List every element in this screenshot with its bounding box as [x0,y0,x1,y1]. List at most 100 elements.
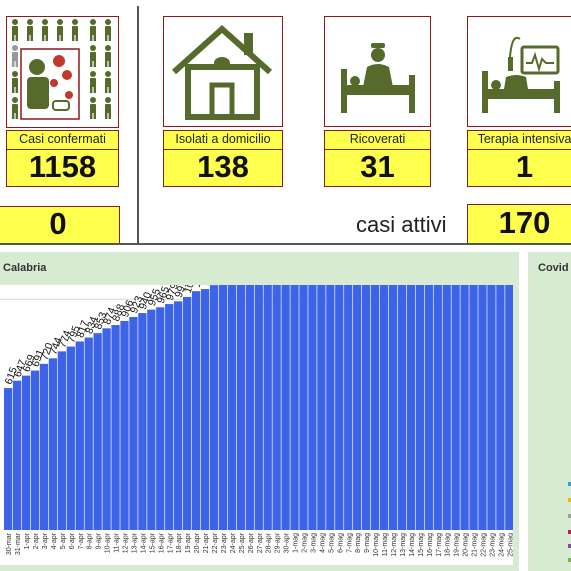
bar-8-mag [353,270,362,530]
tick-label-21-apr: 21-apr [203,532,210,553]
bar-29-apr [272,274,281,530]
tick-label-9-apr: 9-apr [96,532,103,549]
isolati-image [163,16,283,127]
tick-label-1-apr: 1-apr [24,532,31,549]
tick-label-7-mag: 7-mag [346,533,353,553]
bar-4-apr [48,358,58,530]
bar-17-apr [165,304,174,530]
value-label-1-apr: 669 [21,353,38,374]
tick-label-7-apr: 7-apr [78,532,85,549]
tick-label-14-mag: 14-mag [409,533,416,557]
bar-13-mag [397,267,407,530]
hospital-bed-icon [341,43,415,113]
bar-3-mag [308,272,317,530]
chart-plot-area: 615 30-mar 647 31-mar 669 1-apr 691 2-apr 720 3-a… [0,235,532,565]
tick-label-3-mag: 3-mag [310,533,317,553]
bar-21-apr [200,289,210,530]
intensive-care-icon [482,36,560,113]
tick-label-5-mag: 5-mag [328,533,335,553]
tick-label-8-mag: 8-mag [355,533,362,553]
ricoverati-label: Ricoverati [324,130,431,150]
value-label-13-apr: 923 [128,294,145,315]
chart-title: Calabria [3,262,47,274]
value-label-2-apr: 691 [30,348,47,369]
value-label-4-apr: 744 [47,336,64,357]
value-label-3-apr: 720 [38,341,55,362]
bar-30-apr [281,273,290,530]
value-label-16-apr: 965 [155,285,172,305]
tick-label-6-apr: 6-apr [69,532,76,549]
bar-5-mag [326,271,335,530]
value-label-10-apr: 874 [101,306,118,327]
bar-16-mag [424,266,433,530]
bar-28-apr [263,275,272,530]
bar-15-apr [147,309,156,530]
bar-17-mag [433,265,442,530]
bar-13-apr [129,317,138,530]
tick-label-27-apr: 27-apr [257,532,264,553]
legend-swatch-1 [568,482,571,486]
tick-label-28-apr: 28-apr [266,532,273,553]
value-label-6-apr: 795 [65,324,82,345]
bar-chart: 61530-mar64731-mar6691-apr6912-apr7203-a… [0,235,532,557]
tick-label-15-apr: 15-apr [149,532,156,553]
bar-19-apr [183,296,192,530]
value-label-5-apr: 774 [56,329,73,350]
chart-panel: Calabria 615 30-mar 647 31-mar 669 1-apr 691 2-… [0,235,532,571]
bar-24-mag [496,263,505,530]
value-label-14-apr: 940 [137,290,154,311]
legend-swatch-3 [568,514,571,518]
tick-label-11-mag: 11-mag [382,533,389,556]
bar-10-mag [370,269,380,530]
tick-label-13-mag: 13-mag [400,533,407,557]
bar-31-mar [12,380,22,530]
tick-label-20-mag: 20-mag [463,533,470,557]
tick-label-3-apr: 3-apr [42,532,49,549]
value-label-12-apr: 906 [119,298,136,319]
bar-22-apr [209,285,219,530]
tick-label-18-apr: 18-apr [176,532,183,553]
house-icon [171,24,273,120]
tick-label-15-mag: 15-mag [418,533,425,557]
tick-label-13-apr: 13-apr [131,532,138,553]
tick-label-18-mag: 18-mag [445,533,452,557]
bar-12-apr [120,320,129,530]
crowd-infection-icon [12,19,111,120]
right-panel: Covid [528,252,571,571]
tick-label-19-apr: 19-apr [185,532,192,553]
value-label-17-apr: 979 [164,285,181,302]
partial-left-value: 0 [0,206,120,244]
legend-swatch-5 [568,544,571,548]
bar-25-apr [236,278,245,530]
casi-confermati-label: Casi confermati [6,130,119,150]
bar-4-mag [317,272,326,530]
tick-label-31-mar: 31-mar [15,532,22,555]
value-label-11-apr: 888 [110,302,127,323]
bar-12-mag [388,268,398,530]
bar-14-apr [138,313,147,530]
tick-label-5-apr: 5-apr [60,532,67,549]
bar-2-mag [299,272,308,530]
terapia-intensiva-value: 1 [467,149,571,187]
tick-label-17-apr: 17-apr [167,532,174,553]
tick-label-23-mag: 23-mag [489,533,496,557]
tick-label-24-apr: 24-apr [230,532,237,553]
tick-label-30-mar: 30-mar [6,532,13,555]
tick-label-25-apr: 25-apr [239,532,246,553]
bar-11-mag [379,268,389,530]
bar-10-apr [102,328,111,530]
bar-5-apr [57,351,66,530]
bar-19-mag [451,264,460,530]
ricoverati-value: 31 [324,149,431,187]
tick-label-19-mag: 19-mag [454,533,461,557]
legend-swatch-6 [568,558,571,562]
bar-23-apr [218,283,228,530]
casi-confermati-value: 1158 [6,149,119,187]
bar-30-mar [4,388,13,530]
tick-label-14-apr: 14-apr [140,532,147,553]
tick-label-16-apr: 16-apr [158,532,165,553]
value-label-7-apr: 817 [74,319,91,340]
tick-label-25-mag: 25-mag [507,533,513,557]
legend-swatch-2 [568,498,571,502]
value-label-15-apr: 955 [146,287,163,308]
